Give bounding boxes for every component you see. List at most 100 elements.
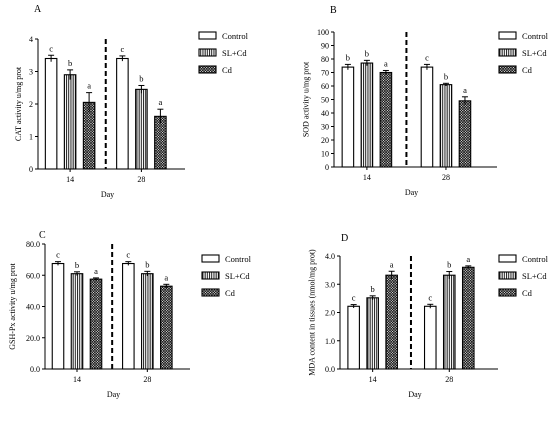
legend-label-sl-cd: SL+Cd xyxy=(225,271,250,281)
legend-swatch-sl-cd xyxy=(498,271,517,280)
y-tick-label: 0.0 xyxy=(325,365,335,374)
y-tick-label: 70 xyxy=(321,69,329,78)
y-axis-label: MDA content in tissues (nmol/mg prot) xyxy=(307,249,316,376)
bar-sl-cd xyxy=(135,88,148,170)
bar-sl-cd xyxy=(366,297,379,370)
x-tick-label: 28 xyxy=(445,375,453,384)
legend-swatch-sl-cd xyxy=(498,48,517,57)
legend-label-cd: Cd xyxy=(225,288,236,298)
y-tick-label: 10 xyxy=(321,150,329,159)
significance-letter: c xyxy=(121,44,125,54)
x-tick-label: 14 xyxy=(369,375,377,384)
significance-letter: b xyxy=(444,71,448,81)
y-tick-label: 30 xyxy=(321,123,329,132)
y-tick-label: 1 xyxy=(29,133,33,142)
y-tick-label: 1.0 xyxy=(325,337,335,346)
legend-swatch-cd xyxy=(201,288,220,297)
y-tick-label: 40 xyxy=(321,109,329,118)
y-tick-label: 80 xyxy=(321,55,329,64)
x-tick-label: 14 xyxy=(66,175,74,184)
chart-panel-a: A 0 1 2 3 4 CAT activity u/mg prot 14 c b a 28 c b a Da… xyxy=(14,4,249,199)
legend-swatch-sl-cd xyxy=(201,271,220,280)
significance-letter: a xyxy=(159,97,163,107)
bar-control xyxy=(341,66,355,168)
significance-letter: a xyxy=(384,58,388,68)
y-tick-label: 0.0 xyxy=(30,365,40,374)
bar-cd xyxy=(154,115,167,170)
legend-swatch-sl-cd xyxy=(198,48,217,57)
legend: Control SL+Cd Cd xyxy=(201,254,252,298)
legend-swatch-cd xyxy=(198,65,217,74)
bar-control xyxy=(51,262,65,370)
legend-swatch-cd xyxy=(498,65,517,74)
bar-cd xyxy=(89,278,103,370)
bar-sl-cd xyxy=(70,273,84,370)
significance-letter: a xyxy=(390,259,394,269)
y-tick-label: 80.0 xyxy=(26,240,40,249)
legend-label-control: Control xyxy=(225,254,252,264)
x-axis-label: Day xyxy=(101,190,114,199)
x-tick-label: 14 xyxy=(363,173,371,182)
y-tick-label: 3.0 xyxy=(325,280,335,289)
significance-letter: a xyxy=(463,85,467,95)
significance-letter: c xyxy=(352,293,356,303)
chart-panel-d: D 0.0 1.0 2.0 3.0 4.0 MDA content in tissues (… xyxy=(307,233,548,399)
bar-control xyxy=(420,66,434,168)
y-tick-label: 3 xyxy=(29,68,33,77)
bar-cd xyxy=(82,101,96,170)
legend-label-control: Control xyxy=(522,254,549,264)
y-tick-label: 2 xyxy=(29,100,33,109)
y-tick-label: 40.0 xyxy=(26,303,40,312)
legend-label-cd: Cd xyxy=(522,288,533,298)
significance-letter: a xyxy=(94,266,98,276)
legend: Control SL+Cd Cd xyxy=(498,254,549,298)
y-tick-label: 50 xyxy=(321,96,329,105)
significance-letter: c xyxy=(425,52,429,62)
legend-label-control: Control xyxy=(522,31,549,41)
y-tick-label: 100 xyxy=(317,28,329,37)
x-axis-label: Day xyxy=(408,390,421,399)
bar-sl-cd xyxy=(63,74,77,170)
legend-label-cd: Cd xyxy=(522,65,533,75)
y-tick-label: 60 xyxy=(321,82,329,91)
legend-swatch-control xyxy=(498,31,517,40)
bar-cd xyxy=(160,285,173,370)
legend: Control SL+Cd Cd xyxy=(498,31,549,75)
bar-sl-cd xyxy=(442,274,456,370)
chart-panel-c: C 0.0 20.0 40.0 60.0 80.0 GSH-Px activity u/mg… xyxy=(8,230,251,399)
y-axis-label: GSH-Px activity u/mg prot xyxy=(8,263,17,350)
legend-label-sl-cd: SL+Cd xyxy=(222,48,247,58)
bar-cd xyxy=(385,274,398,370)
panel-letter: A xyxy=(34,4,42,15)
significance-letter: b xyxy=(365,48,369,58)
y-tick-label: 4.0 xyxy=(325,252,335,261)
significance-letter: a xyxy=(87,81,91,91)
significance-letter: c xyxy=(126,250,130,260)
bar-cd xyxy=(461,266,475,370)
legend-swatch-control xyxy=(201,254,220,263)
significance-letter: b xyxy=(346,52,350,62)
significance-letter: a xyxy=(466,254,470,264)
bar-control xyxy=(423,305,437,370)
legend-swatch-control xyxy=(498,254,517,263)
significance-letter: c xyxy=(49,43,53,53)
legend-label-sl-cd: SL+Cd xyxy=(522,271,547,281)
y-tick-label: 90 xyxy=(321,42,329,51)
legend-label-control: Control xyxy=(222,31,249,41)
bar-control xyxy=(44,57,58,170)
panel-letter: B xyxy=(330,5,337,16)
significance-letter: b xyxy=(145,259,149,269)
significance-letter: b xyxy=(371,284,375,294)
x-tick-label: 28 xyxy=(442,173,450,182)
bar-cd xyxy=(379,71,393,168)
bar-sl-cd xyxy=(439,84,453,168)
y-tick-label: 4 xyxy=(29,35,33,44)
bar-cd xyxy=(458,100,472,168)
x-axis-label: Day xyxy=(405,188,418,197)
y-axis-label: CAT activity u/mg prot xyxy=(14,66,23,141)
x-tick-label: 14 xyxy=(73,375,81,384)
chart-panel-b: B 0 10 20 30 40 50 60 70 80 90 100 SOD activity u/mg… xyxy=(301,5,548,197)
bar-sl-cd xyxy=(360,62,374,168)
y-tick-label: 0 xyxy=(325,163,329,172)
